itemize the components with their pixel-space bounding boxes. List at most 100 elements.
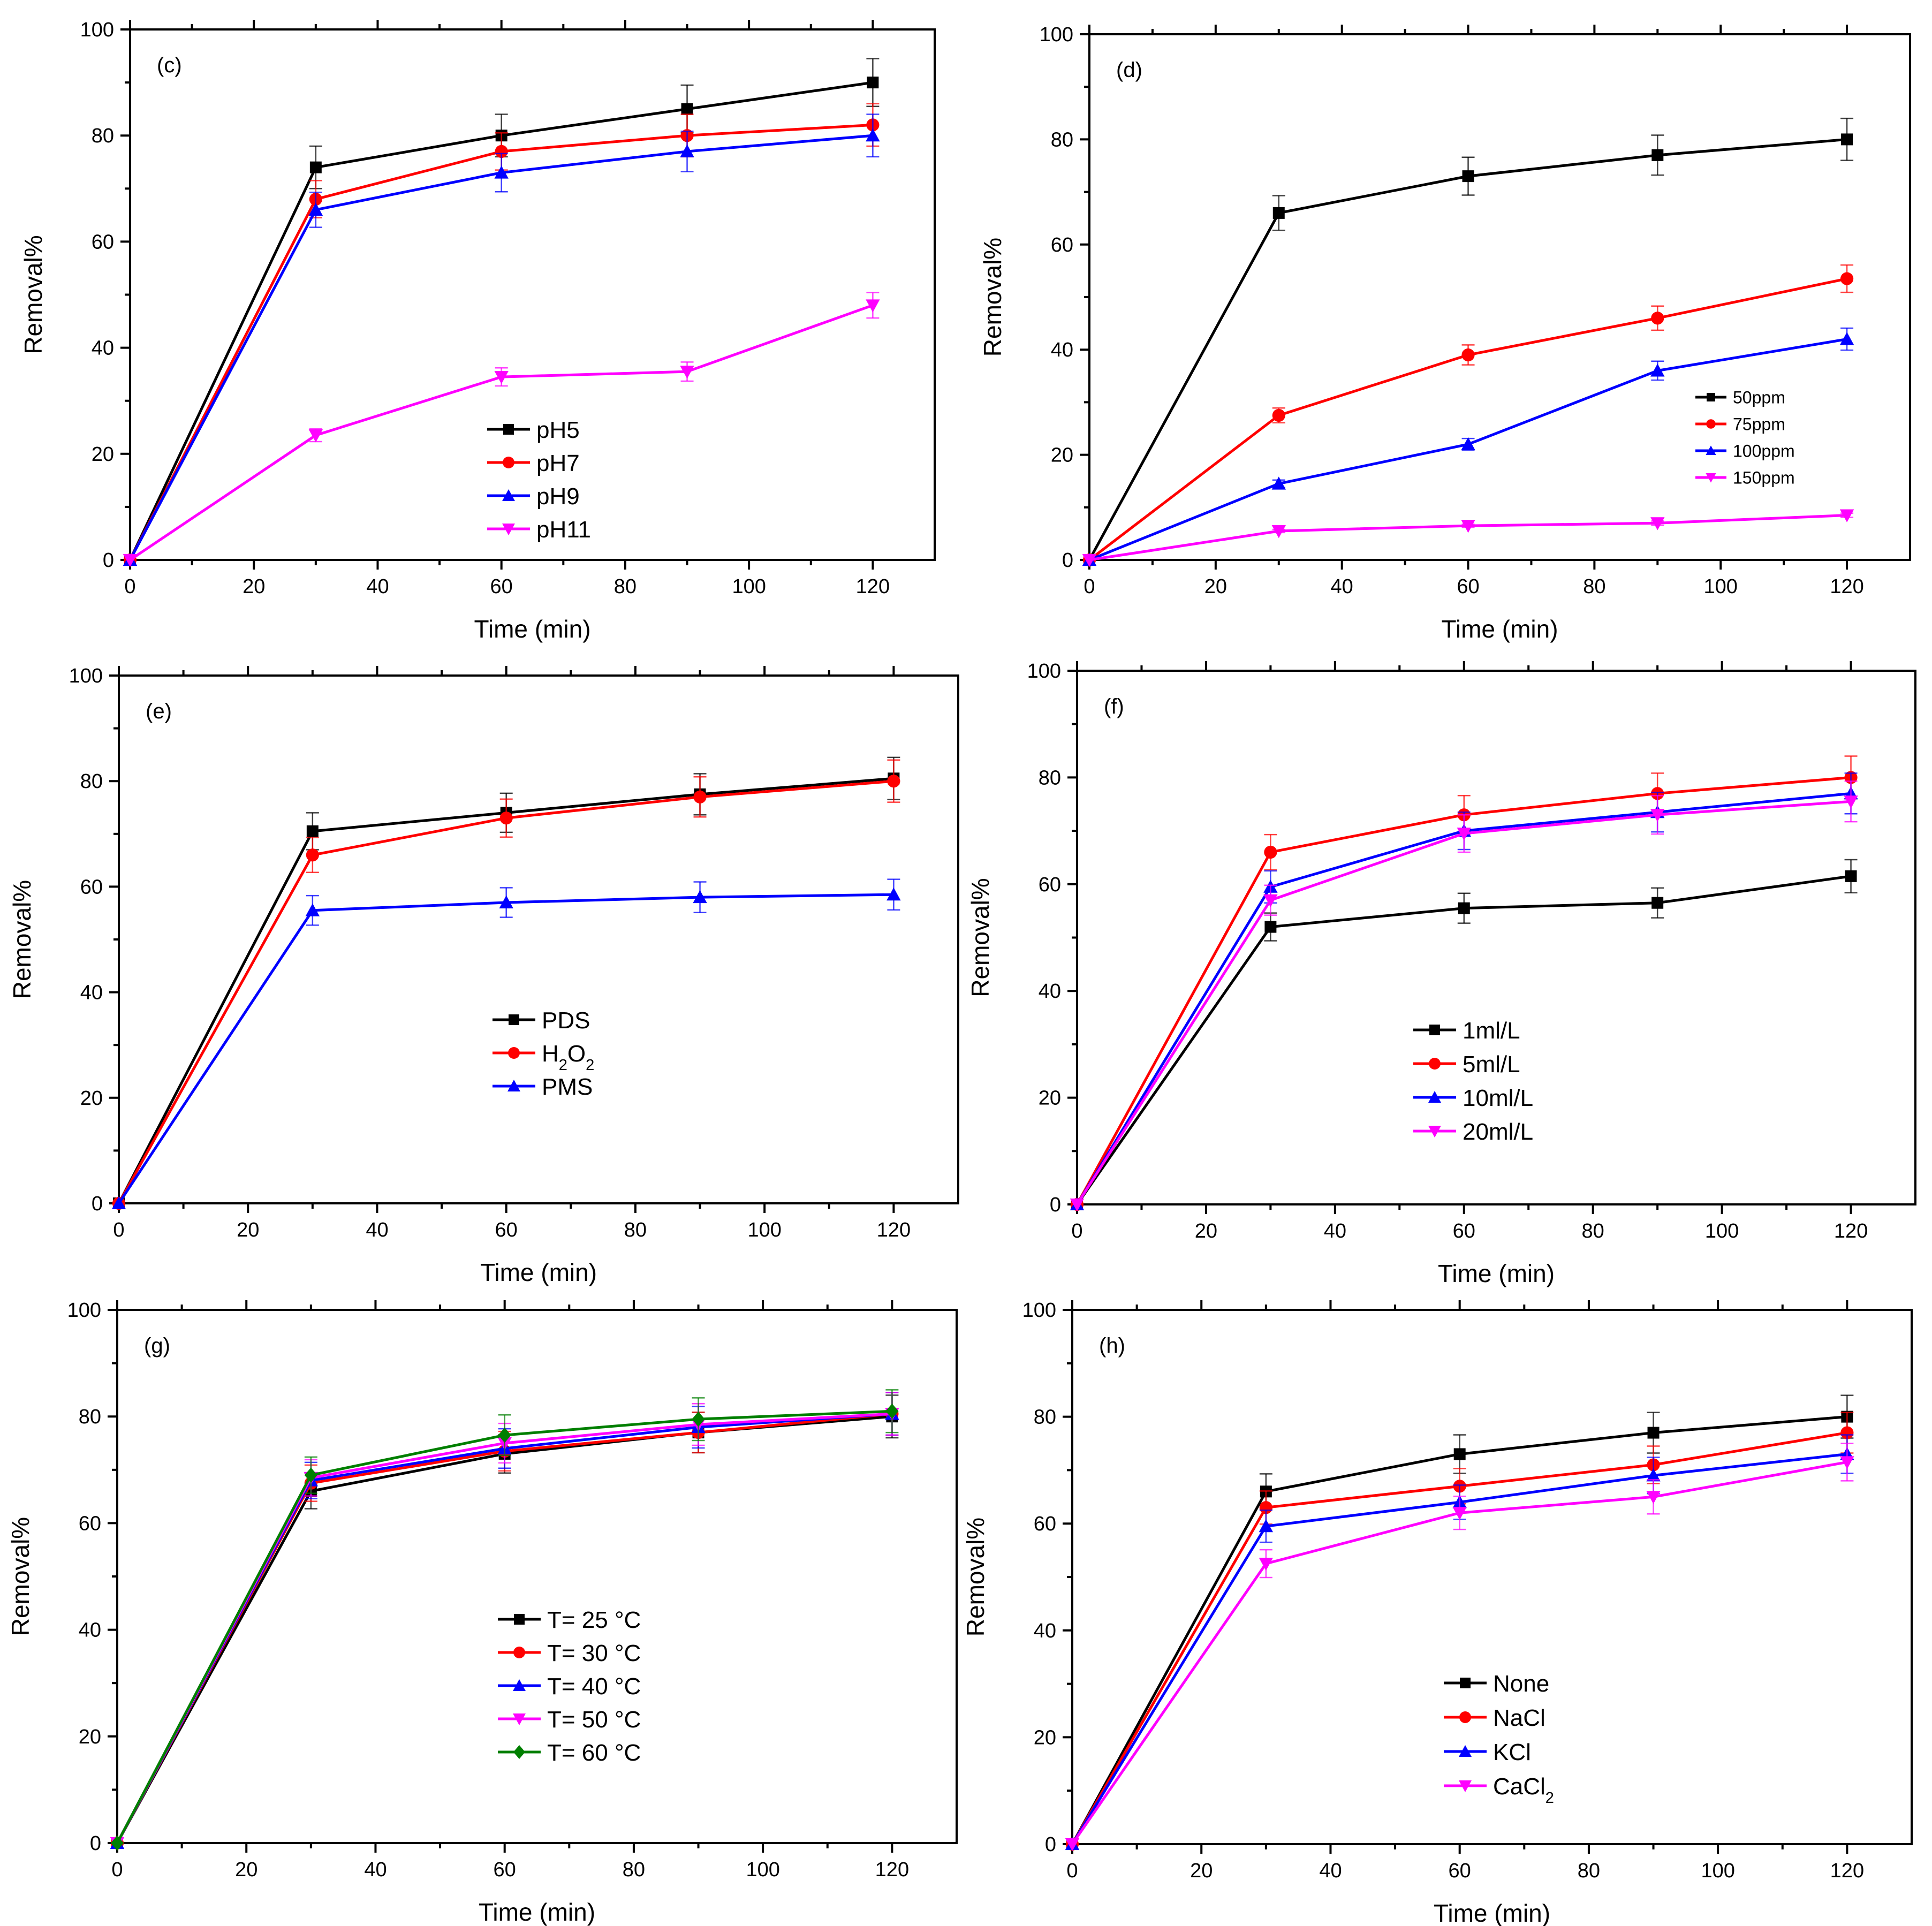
series-line	[116, 1412, 892, 1844]
x-tick-label: 120	[875, 1859, 909, 1881]
data-point	[680, 144, 694, 157]
series-2	[1082, 327, 1854, 566]
chart-panel-c: 0 20 40 60 80 100 120 0 20 40 60 80 100 Time (min) Rem…	[19, 19, 936, 643]
data-point	[1845, 870, 1857, 882]
data-point	[1458, 902, 1470, 914]
legend-label: 75ppm	[1733, 415, 1785, 434]
legend-label: pH5	[536, 417, 580, 443]
data-point	[1647, 1427, 1660, 1439]
x-axis-title: Time (min)	[1434, 1899, 1550, 1926]
data-point	[1457, 828, 1471, 841]
legend-label: 50ppm	[1733, 388, 1785, 407]
data-point	[306, 825, 319, 837]
legend-marker	[1706, 419, 1716, 429]
x-tick-label: 80	[624, 1219, 647, 1241]
x-tick-label: 120	[877, 1219, 911, 1241]
data-point	[1453, 1448, 1466, 1460]
x-tick-label: 20	[237, 1219, 259, 1241]
data-point	[1646, 1491, 1661, 1504]
data-point	[308, 429, 323, 443]
x-tick-label: 80	[1582, 1220, 1604, 1242]
series-line	[117, 777, 894, 1204]
legend-label: T= 25 °C	[547, 1607, 641, 1633]
legend-label: pH7	[536, 450, 580, 476]
y-tick-label: 20	[1034, 1726, 1056, 1749]
legend-marker	[1706, 445, 1716, 455]
data-point	[1259, 1558, 1274, 1571]
legend-marker	[514, 1614, 525, 1625]
x-tick-label: 120	[856, 575, 890, 598]
y-axis-title: Removal%	[8, 880, 36, 999]
y-tick-label: 40	[1051, 339, 1073, 361]
data-point	[887, 775, 900, 788]
legend-label: T= 50 °C	[547, 1707, 641, 1733]
data-point	[681, 103, 693, 115]
data-point	[1651, 897, 1664, 909]
data-point	[1263, 894, 1278, 907]
series-0	[1084, 117, 1854, 566]
legend-marker	[1428, 1091, 1441, 1103]
x-tick-label: 0	[111, 1859, 123, 1881]
data-point	[1462, 170, 1474, 183]
data-point	[1264, 921, 1277, 933]
panel-label: (c)	[157, 54, 182, 77]
legend: 50ppm 75ppm 100ppm 150ppm	[1695, 388, 1795, 488]
x-tick-label: 100	[732, 575, 766, 598]
y-tick-label: 60	[79, 1512, 101, 1535]
x-tick-label: 0	[113, 1219, 124, 1241]
x-tick-label: 20	[1204, 575, 1227, 598]
data-point	[309, 161, 322, 173]
y-tick-label: 60	[92, 231, 114, 253]
data-point	[1271, 525, 1286, 539]
data-point	[692, 1411, 705, 1427]
data-point	[1065, 1838, 1080, 1852]
x-tick-label: 40	[1324, 1220, 1346, 1242]
series-3	[123, 292, 880, 567]
data-point	[111, 1196, 126, 1209]
x-tick-label: 60	[1453, 1220, 1475, 1242]
plot-frame	[116, 1309, 958, 1844]
chart-panel-g: 0 20 40 60 80 100 120 0 20 40 60 80 100 Time (min) Rem…	[6, 1299, 958, 1926]
y-axis-title: Removal%	[966, 878, 994, 997]
data-point	[887, 887, 901, 901]
legend-label: 10ml/L	[1463, 1085, 1533, 1111]
legend-marker	[1459, 1711, 1471, 1723]
series-line	[117, 779, 894, 1204]
data-point	[1461, 437, 1475, 450]
legend-marker	[1459, 1745, 1472, 1757]
x-tick-label: 120	[1834, 1220, 1868, 1242]
legend-label: CaCl2	[1493, 1773, 1554, 1807]
x-tick-label: 20	[1190, 1860, 1213, 1882]
data-point	[1840, 1456, 1854, 1469]
panel-label: (d)	[1116, 58, 1142, 82]
legend-marker	[1459, 1780, 1472, 1792]
legend-marker	[503, 457, 514, 468]
y-tick-label: 100	[69, 665, 103, 687]
series-2	[111, 878, 901, 1209]
y-tick-label: 0	[92, 1193, 103, 1215]
y-tick-label: 40	[80, 982, 103, 1004]
x-tick-label: 100	[1701, 1860, 1734, 1882]
legend-marker	[502, 524, 515, 535]
data-point	[498, 1427, 511, 1443]
x-tick-label: 40	[366, 1219, 388, 1241]
x-tick-label: 0	[1084, 575, 1095, 598]
data-point	[1461, 348, 1475, 362]
x-axis-title: Time (min)	[474, 615, 590, 643]
series-3	[1070, 780, 1858, 1212]
x-tick-label: 40	[366, 575, 389, 598]
y-axis-title: Removal%	[979, 238, 1006, 357]
legend-label: T= 30 °C	[547, 1640, 641, 1666]
legend-label: H2O2	[542, 1041, 594, 1074]
data-point	[305, 903, 320, 916]
legend-marker	[503, 424, 514, 435]
data-point	[1259, 1519, 1274, 1533]
x-axis-title: Time (min)	[479, 1898, 595, 1926]
chart-panel-f: 0 20 40 60 80 100 120 0 20 40 60 80 100 Time (min) Rem…	[966, 660, 1916, 1287]
y-tick-label: 20	[92, 443, 114, 466]
x-tick-label: 80	[614, 575, 637, 598]
legend-label: 150ppm	[1733, 468, 1795, 488]
x-tick-label: 80	[1583, 575, 1605, 598]
